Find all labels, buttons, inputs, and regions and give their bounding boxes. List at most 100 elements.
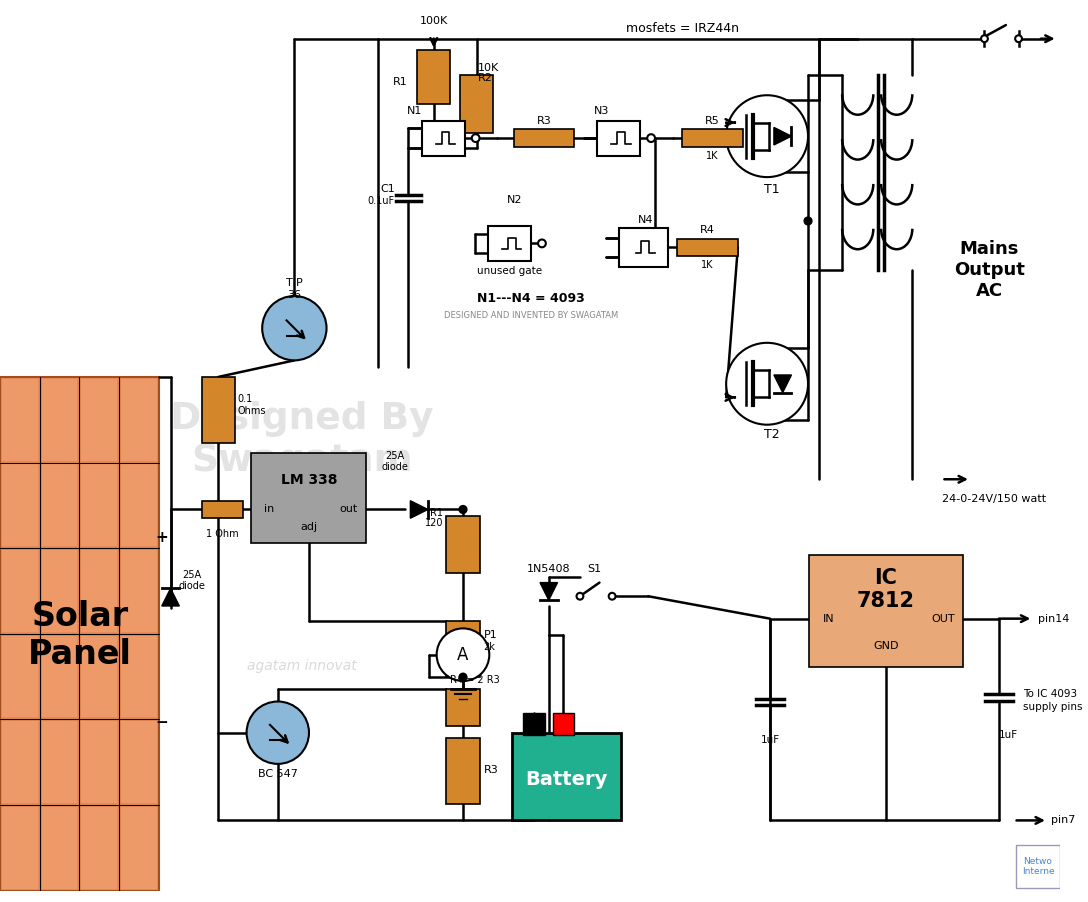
Bar [597, 121, 641, 156]
Text: OUT: OUT [931, 613, 955, 623]
Bar [2, 379, 38, 461]
Circle shape [1015, 35, 1022, 42]
Text: Ohms: Ohms [238, 406, 267, 416]
Text: +: + [156, 530, 169, 545]
Text: supply pins: supply pins [1024, 703, 1083, 713]
Circle shape [436, 629, 490, 681]
Text: N1---N4 = 4093: N1---N4 = 4093 [478, 292, 585, 306]
Text: 100K: 100K [420, 16, 448, 26]
Text: To IC 4093: To IC 4093 [1024, 689, 1077, 699]
Text: 1N5408: 1N5408 [527, 564, 570, 574]
Text: mosfets = IRZ44n: mosfets = IRZ44n [626, 23, 739, 35]
Text: 1 Ohm: 1 Ohm [206, 529, 238, 538]
Text: 0.1uF: 0.1uF [368, 197, 395, 207]
Bar [82, 636, 118, 717]
Circle shape [262, 296, 326, 361]
Text: −: − [156, 715, 169, 731]
Bar [41, 807, 77, 888]
Polygon shape [774, 127, 791, 145]
Text: 120: 120 [425, 518, 444, 529]
Text: 1K: 1K [706, 151, 719, 161]
Bar [0, 377, 159, 890]
Text: P1: P1 [483, 630, 497, 640]
Circle shape [577, 593, 583, 600]
Bar [809, 556, 963, 667]
Text: 2k: 2k [483, 642, 495, 652]
Text: adj: adj [300, 522, 318, 532]
Bar [460, 75, 493, 133]
Bar [121, 550, 157, 631]
Bar [2, 465, 38, 547]
Text: 10K: 10K [478, 63, 499, 73]
Text: diode: diode [178, 581, 206, 591]
Text: IC
7812: IC 7812 [857, 567, 915, 611]
Bar [82, 465, 118, 547]
Text: agatam innovat: agatam innovat [247, 659, 357, 674]
Text: Netwo
Interne: Netwo Interne [1022, 857, 1054, 876]
Text: DESIGNED AND INVENTED BY SWAGATAM: DESIGNED AND INVENTED BY SWAGATAM [444, 311, 618, 320]
Text: R4: R4 [701, 225, 715, 235]
Circle shape [608, 593, 616, 600]
Circle shape [726, 96, 808, 177]
Text: BC 547: BC 547 [258, 769, 298, 778]
Circle shape [459, 673, 467, 681]
Text: pin14: pin14 [1038, 613, 1070, 623]
Polygon shape [774, 375, 791, 392]
Text: C1: C1 [380, 184, 395, 194]
Bar [121, 636, 157, 717]
Bar [422, 121, 465, 156]
Text: Designed By
Swagatam: Designed By Swagatam [171, 401, 434, 479]
Bar [41, 722, 77, 803]
Text: 1uF: 1uF [999, 730, 1018, 740]
Text: A: A [457, 646, 469, 664]
Text: 25A: 25A [385, 451, 405, 461]
Bar [523, 713, 545, 734]
Bar [41, 465, 77, 547]
Bar [82, 550, 118, 631]
Text: T2: T2 [764, 428, 780, 441]
Circle shape [981, 35, 988, 42]
Text: R3: R3 [536, 115, 552, 125]
Bar [121, 465, 157, 547]
Text: Battery: Battery [526, 770, 607, 789]
Text: N3: N3 [594, 106, 609, 115]
Circle shape [647, 134, 655, 142]
Text: in: in [264, 504, 274, 514]
Text: unused gate: unused gate [478, 266, 542, 276]
Bar [41, 379, 77, 461]
Bar [82, 807, 118, 888]
Text: LM 338: LM 338 [281, 474, 337, 487]
Text: 25A: 25A [183, 570, 201, 580]
Circle shape [247, 702, 309, 764]
Text: N2: N2 [507, 195, 522, 205]
Bar [251, 453, 367, 543]
Bar [2, 550, 38, 631]
Text: Mains
Output
AC: Mains Output AC [954, 240, 1025, 299]
Bar [41, 550, 77, 631]
Bar [446, 516, 480, 573]
Circle shape [539, 240, 546, 247]
Text: GND: GND [874, 641, 899, 651]
Text: IN: IN [823, 613, 834, 623]
Text: 24-0-24V/150 watt: 24-0-24V/150 watt [942, 493, 1047, 503]
Text: R1: R1 [393, 77, 407, 87]
Bar [446, 689, 480, 726]
Text: S1: S1 [588, 564, 602, 574]
Bar [678, 238, 738, 256]
Text: R5: R5 [705, 115, 720, 125]
Bar [41, 636, 77, 717]
Bar [514, 129, 574, 147]
Circle shape [459, 506, 467, 513]
Text: R4 = 2 R3: R4 = 2 R3 [450, 675, 500, 685]
Text: 0.1: 0.1 [238, 394, 254, 404]
Text: N1: N1 [407, 106, 422, 115]
Circle shape [726, 343, 808, 425]
Bar [619, 228, 668, 267]
Text: 1K: 1K [702, 260, 714, 270]
Polygon shape [540, 583, 557, 600]
Bar [446, 738, 480, 804]
Text: R3: R3 [483, 765, 498, 775]
Polygon shape [410, 501, 428, 519]
Circle shape [804, 217, 812, 225]
Bar [201, 377, 235, 443]
